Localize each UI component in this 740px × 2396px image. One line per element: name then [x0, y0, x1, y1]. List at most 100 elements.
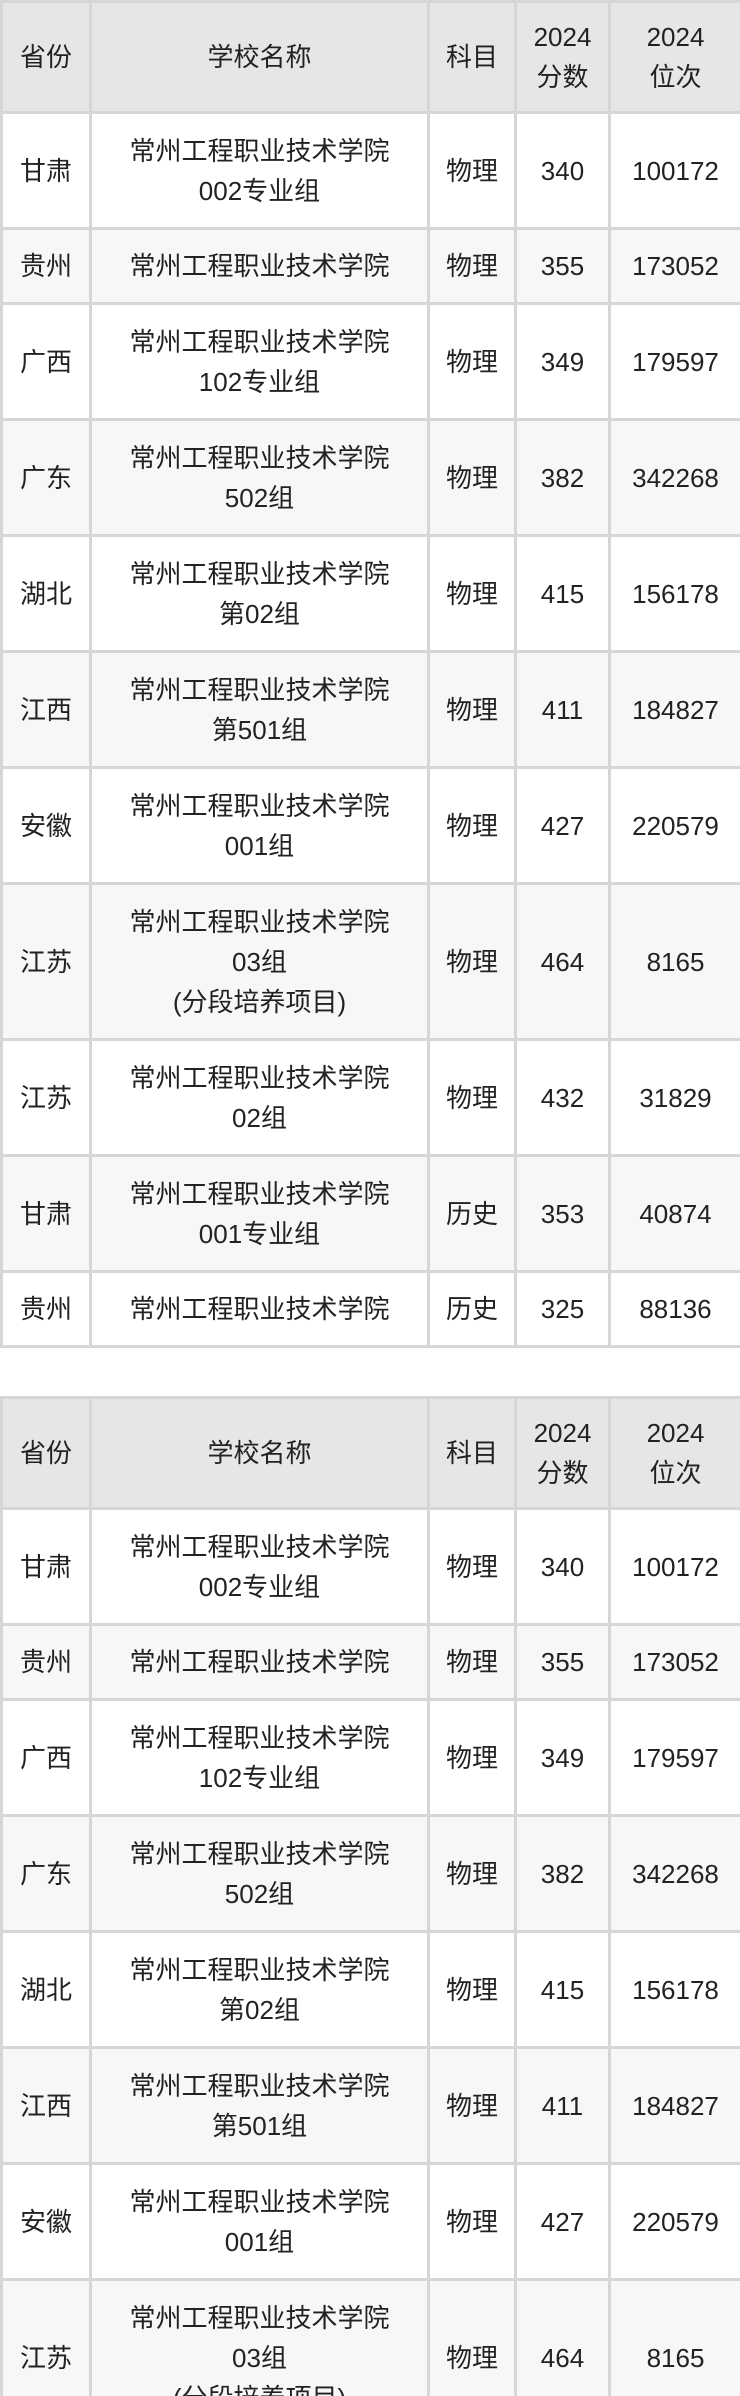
header-rank: 2024 位次: [608, 0, 740, 114]
score-cell: 415: [514, 1930, 611, 2049]
province-cell: 江西: [0, 650, 92, 769]
school-line: 常州工程职业技术学院: [129, 442, 390, 473]
school-line: 常州工程职业技术学院: [129, 1647, 390, 1677]
school-line: 常州工程职业技术学院: [129, 558, 390, 589]
table-row: 广西 常州工程职业技术学院 102专业组 物理 349 179597: [0, 302, 740, 421]
school-cell: 常州工程职业技术学院: [89, 227, 430, 305]
school-cell: 常州工程职业技术学院 03组 (分段培养项目): [89, 2278, 430, 2396]
school-cell: 常州工程职业技术学院 03组 (分段培养项目): [89, 882, 430, 1041]
header-school: 学校名称: [89, 0, 430, 114]
school-line: 常州工程职业技术学院: [129, 1954, 390, 1985]
subject-cell: 物理: [427, 2278, 517, 2396]
score-cell: 349: [514, 302, 611, 421]
school-line: 常州工程职业技术学院: [129, 1294, 390, 1324]
score-cell: 411: [514, 650, 611, 769]
rank-cell: 179597: [608, 1698, 740, 1817]
province-cell: 江苏: [0, 2278, 92, 2396]
subject-cell: 物理: [427, 2046, 517, 2165]
province-cell: 贵州: [0, 1270, 92, 1348]
subject-cell: 历史: [427, 1270, 517, 1348]
table-header-row: 省份 学校名称 科目 2024 分数 2024 位次: [0, 0, 740, 114]
school-line: 常州工程职业技术学院: [129, 2302, 390, 2333]
subject-cell: 物理: [427, 1814, 517, 1933]
subject-cell: 物理: [427, 650, 517, 769]
school-line: 03组: [232, 946, 287, 977]
school-line: 502组: [224, 1878, 295, 1909]
table-header-row: 省份 学校名称 科目 2024 分数 2024 位次: [0, 1396, 740, 1510]
school-cell: 常州工程职业技术学院 001组: [89, 2162, 430, 2281]
province-cell: 广东: [0, 1814, 92, 1933]
header-rank: 2024 位次: [608, 1396, 740, 1510]
table-row: 广东 常州工程职业技术学院 502组 物理 382 342268: [0, 1814, 740, 1933]
school-line: 102专业组: [198, 1762, 321, 1793]
admission-table-2: 省份 学校名称 科目 2024 分数 2024 位次 甘肃 常州工程职业技术学院 0…: [0, 1396, 740, 2396]
score-cell: 340: [514, 111, 611, 230]
school-line: 常州工程职业技术学院: [129, 2070, 390, 2101]
province-cell: 贵州: [0, 227, 92, 305]
subject-cell: 物理: [427, 1623, 517, 1701]
score-cell: 427: [514, 766, 611, 885]
subject-cell: 物理: [427, 1930, 517, 2049]
subject-cell: 物理: [427, 1698, 517, 1817]
school-cell: 常州工程职业技术学院 第02组: [89, 534, 430, 653]
school-cell: 常州工程职业技术学院: [89, 1623, 430, 1701]
table-row: 江西 常州工程职业技术学院 第501组 物理 411 184827: [0, 650, 740, 769]
table-row: 湖北 常州工程职业技术学院 第02组 物理 415 156178: [0, 1930, 740, 2049]
school-cell: 常州工程职业技术学院 502组: [89, 1814, 430, 1933]
province-cell: 安徽: [0, 766, 92, 885]
rank-cell: 156178: [608, 1930, 740, 2049]
rank-cell: 173052: [608, 1623, 740, 1701]
school-line: 常州工程职业技术学院: [129, 906, 390, 937]
school-line: 第501组: [211, 714, 308, 745]
school-cell: 常州工程职业技术学院 002专业组: [89, 111, 430, 230]
score-cell: 427: [514, 2162, 611, 2281]
subject-cell: 物理: [427, 534, 517, 653]
table-row: 贵州 常州工程职业技术学院 物理 355 173052: [0, 227, 740, 305]
school-cell: 常州工程职业技术学院 502组: [89, 418, 430, 537]
score-cell: 325: [514, 1270, 611, 1348]
school-line: 常州工程职业技术学院: [129, 790, 390, 821]
rank-cell: 173052: [608, 227, 740, 305]
school-line: 03组: [232, 2342, 287, 2373]
rank-cell: 100172: [608, 1507, 740, 1626]
school-line: 102专业组: [198, 366, 321, 397]
province-cell: 广西: [0, 1698, 92, 1817]
rank-cell: 184827: [608, 650, 740, 769]
header-score: 2024 分数: [514, 1396, 611, 1510]
rank-cell: 100172: [608, 111, 740, 230]
rank-cell: 40874: [608, 1154, 740, 1273]
school-line: 常州工程职业技术学院: [129, 1838, 390, 1869]
school-line: 502组: [224, 482, 295, 513]
rank-cell: 342268: [608, 418, 740, 537]
table-row: 安徽 常州工程职业技术学院 001组 物理 427 220579: [0, 766, 740, 885]
score-cell: 355: [514, 1623, 611, 1701]
school-line: 第02组: [219, 598, 300, 629]
header-province: 省份: [0, 0, 92, 114]
rank-cell: 8165: [608, 882, 740, 1041]
score-cell: 411: [514, 2046, 611, 2165]
school-cell: 常州工程职业技术学院: [89, 1270, 430, 1348]
score-cell: 432: [514, 1038, 611, 1157]
subject-cell: 物理: [427, 1038, 517, 1157]
table-row: 甘肃 常州工程职业技术学院 002专业组 物理 340 100172: [0, 1507, 740, 1626]
admission-table-2-container: 省份 学校名称 科目 2024 分数 2024 位次 甘肃 常州工程职业技术学院 0…: [0, 1396, 740, 2396]
rank-cell: 156178: [608, 534, 740, 653]
subject-cell: 物理: [427, 418, 517, 537]
province-cell: 湖北: [0, 1930, 92, 2049]
school-cell: 常州工程职业技术学院 第02组: [89, 1930, 430, 2049]
school-line: 常州工程职业技术学院: [129, 2186, 390, 2217]
school-line: 02组: [232, 1102, 287, 1133]
school-line: 第02组: [219, 1994, 300, 2025]
school-cell: 常州工程职业技术学院 001组: [89, 766, 430, 885]
school-cell: 常州工程职业技术学院 02组: [89, 1038, 430, 1157]
province-cell: 江苏: [0, 1038, 92, 1157]
score-cell: 382: [514, 1814, 611, 1933]
province-cell: 甘肃: [0, 111, 92, 230]
table-row: 甘肃 常州工程职业技术学院 002专业组 物理 340 100172: [0, 111, 740, 230]
school-line: (分段培养项目): [96, 2378, 423, 2396]
table-row: 湖北 常州工程职业技术学院 第02组 物理 415 156178: [0, 534, 740, 653]
school-line: 第501组: [211, 2110, 308, 2141]
province-cell: 甘肃: [0, 1154, 92, 1273]
school-line: 常州工程职业技术学院: [129, 135, 390, 166]
